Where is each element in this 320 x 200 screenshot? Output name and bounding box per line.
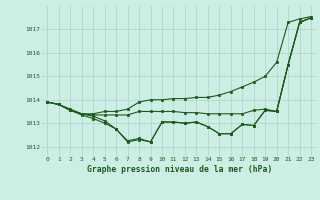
X-axis label: Graphe pression niveau de la mer (hPa): Graphe pression niveau de la mer (hPa) [87,165,272,174]
